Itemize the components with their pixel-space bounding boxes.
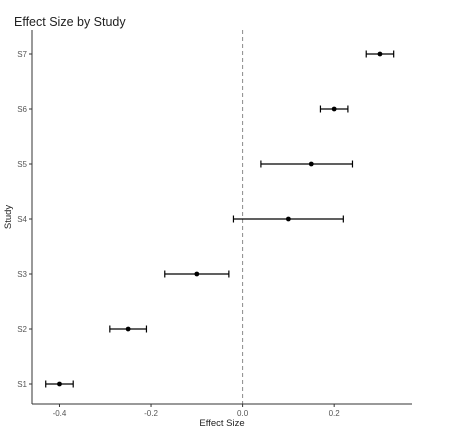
effect-point bbox=[377, 51, 383, 57]
y-tick-label: S2 bbox=[17, 325, 27, 334]
data-marks bbox=[45, 50, 395, 388]
x-tick-label: -0.4 bbox=[53, 409, 67, 418]
study-row-S6 bbox=[319, 105, 349, 113]
y-tick-label: S5 bbox=[17, 160, 27, 169]
y-tick-label: S1 bbox=[17, 380, 27, 389]
x-tick-label: 0.2 bbox=[329, 409, 341, 418]
effect-point bbox=[194, 271, 200, 277]
x-tick-label: 0.0 bbox=[237, 409, 249, 418]
plot-area bbox=[45, 30, 395, 404]
effect-point bbox=[285, 216, 291, 222]
effect-point bbox=[308, 161, 314, 167]
study-row-S2 bbox=[109, 325, 148, 333]
study-row-S3 bbox=[164, 270, 230, 278]
y-axis-ticks: S1 S2 S3 S4 S5 S6 S7 bbox=[17, 50, 32, 389]
effect-point bbox=[331, 106, 337, 112]
study-row-S1 bbox=[45, 380, 74, 388]
x-axis-title: Effect Size bbox=[199, 418, 244, 429]
effect-point bbox=[125, 326, 131, 332]
study-row-S7 bbox=[365, 50, 395, 58]
x-axis-ticks: -0.4 -0.2 0.0 0.2 bbox=[53, 404, 341, 418]
effect-point bbox=[57, 381, 62, 387]
y-tick-label: S3 bbox=[17, 270, 27, 279]
study-row-S5 bbox=[260, 160, 354, 168]
y-tick-label: S7 bbox=[17, 50, 27, 59]
y-tick-label: S4 bbox=[17, 215, 27, 224]
chart-title: Effect Size by Study bbox=[14, 15, 126, 29]
study-row-S4 bbox=[232, 215, 344, 223]
y-axis-title: Study bbox=[3, 205, 14, 230]
y-tick-label: S6 bbox=[17, 105, 27, 114]
x-tick-label: -0.2 bbox=[144, 409, 158, 418]
